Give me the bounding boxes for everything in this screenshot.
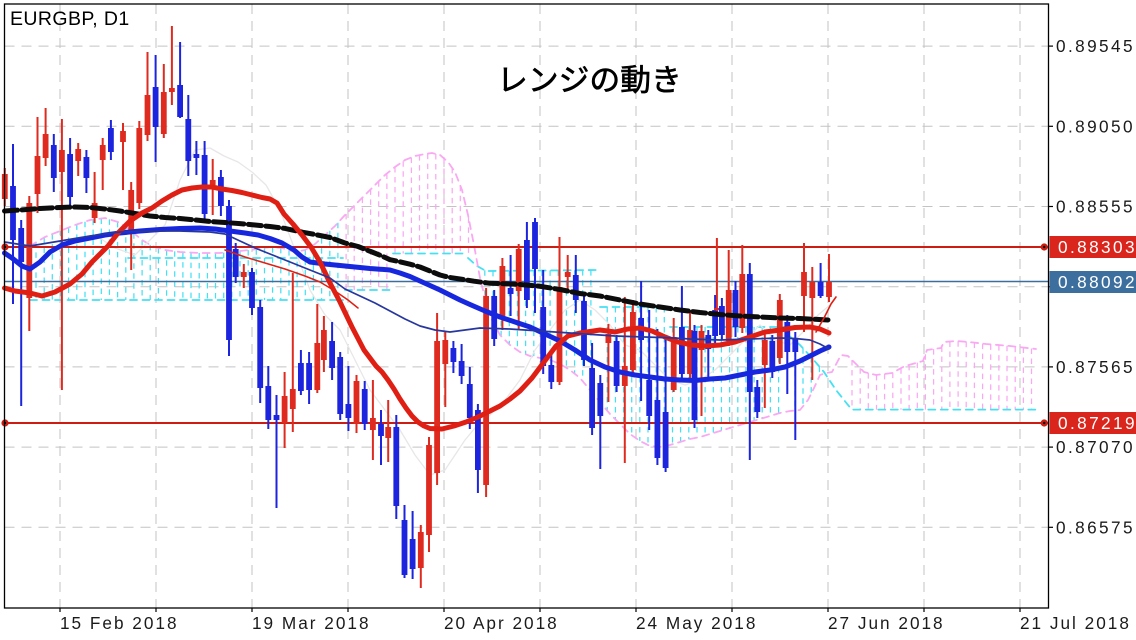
svg-text:20 Apr 2018: 20 Apr 2018 <box>444 613 559 633</box>
svg-text:0.87219: 0.87219 <box>1058 413 1136 433</box>
svg-text:0.89545: 0.89545 <box>1056 36 1135 56</box>
svg-text:EURGBP, D1: EURGBP, D1 <box>10 8 130 30</box>
svg-text:27 Jun 2018: 27 Jun 2018 <box>828 613 945 633</box>
svg-text:0.87565: 0.87565 <box>1056 357 1135 377</box>
svg-text:19 Mar 2018: 19 Mar 2018 <box>252 613 371 633</box>
svg-text:0.88092: 0.88092 <box>1058 272 1136 292</box>
svg-text:0.89050: 0.89050 <box>1056 116 1135 136</box>
svg-text:0.87070: 0.87070 <box>1056 437 1135 457</box>
svg-text:15 Feb 2018: 15 Feb 2018 <box>60 613 179 633</box>
svg-text:0.88555: 0.88555 <box>1056 197 1135 217</box>
svg-text:0.88303: 0.88303 <box>1058 237 1136 257</box>
svg-text:24 May 2018: 24 May 2018 <box>636 613 757 633</box>
svg-text:21 Jul 2018: 21 Jul 2018 <box>1020 613 1131 633</box>
svg-text:0.86575: 0.86575 <box>1056 517 1135 537</box>
